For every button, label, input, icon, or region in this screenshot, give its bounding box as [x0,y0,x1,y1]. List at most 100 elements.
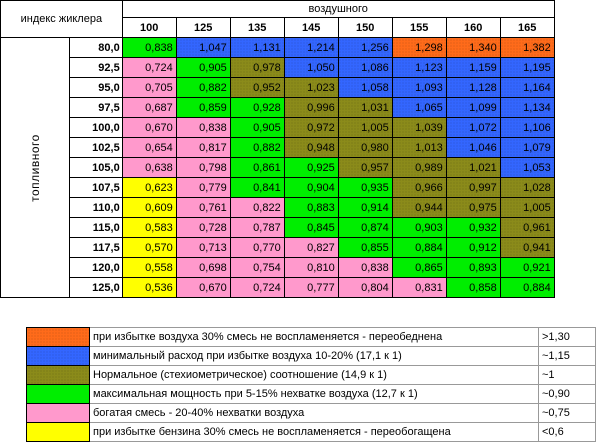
air-column-header: 135 [229,17,285,38]
ratio-cell: 0,827 [283,237,339,258]
legend-swatch [26,365,90,385]
ratio-cell: 1,134 [499,97,555,118]
ratio-cell: 1,013 [391,137,447,158]
legend-description: максимальная мощность при 5-15% нехватке… [89,384,539,404]
ratio-cell: 1,005 [337,117,393,138]
ratio-cell: 0,859 [175,97,231,118]
ratio-cell: 1,340 [445,37,501,58]
fuel-jet-title: топливного [0,37,70,298]
ratio-cell: 0,536 [121,277,177,298]
fuel-row-header: 125,0 [68,277,123,298]
air-column-header: 155 [391,17,447,38]
legend-description: минимальный расход при избытке воздуха 1… [89,346,539,366]
ratio-cell: 0,687 [121,97,177,118]
ratio-cell: 1,086 [337,57,393,78]
ratio-cell: 1,028 [499,177,555,198]
ratio-cell: 0,698 [175,257,231,278]
air-column-header: 125 [175,17,231,38]
legend-description: богатая смесь - 20-40% нехватки воздуха [89,403,539,423]
ratio-cell: 0,914 [337,197,393,218]
ratio-cell: 1,099 [445,97,501,118]
table-row: 97,5 0,687 0,859 0,928 0,996 1,031 1,065 1,099 1… [1,97,555,118]
ratio-cell: 0,952 [229,77,285,98]
ratio-cell: 0,838 [175,117,231,138]
ratio-cell: 1,256 [337,37,393,58]
ratio-cell: 0,957 [337,157,393,178]
legend-description: при избытке бензина 30% смесь не восплам… [89,422,539,442]
ratio-cell: 0,705 [121,77,177,98]
ratio-cell: 0,761 [175,197,231,218]
fuel-jet-title-text: топливного [27,133,42,202]
legend-item: максимальная мощность при 5-15% нехватке… [26,384,596,404]
ratio-cell: 0,858 [445,277,501,298]
ratio-cell: 0,728 [175,217,231,238]
fuel-row-header: 100,0 [68,117,123,138]
air-column-header: 165 [499,17,555,38]
ratio-cell: 1,050 [283,57,339,78]
air-column-header: 145 [283,17,339,38]
legend-item: богатая смесь - 20-40% нехватки воздуха ~… [26,403,596,423]
table-row: 95,0 0,705 0,882 0,952 1,023 1,058 1,093 1,128 1… [1,77,555,98]
ratio-cell: 0,884 [499,277,555,298]
fuel-row-header: 110,0 [68,197,123,218]
ratio-cell: 1,382 [499,37,555,58]
ratio-cell: 1,079 [499,137,555,158]
table-row: 100,0 0,670 0,838 0,905 0,972 1,005 1,039 1,072… [1,117,555,138]
table-row: 102,5 0,654 0,817 0,882 0,948 0,980 1,013 1,046… [1,137,555,158]
ratio-cell: 0,855 [337,237,393,258]
ratio-cell: 0,905 [175,57,231,78]
ratio-cell: 0,928 [229,97,285,118]
table-row: 115,0 0,583 0,728 0,787 0,845 0,874 0,903 0,932… [1,217,555,238]
ratio-cell: 0,609 [121,197,177,218]
ratio-cell: 0,724 [229,277,285,298]
legend-swatch [26,422,90,442]
ratio-cell: 0,838 [337,257,393,278]
fuel-row-header: 95,0 [68,77,123,98]
legend-ratio: >1,30 [538,327,596,347]
ratio-cell: 0,845 [283,217,339,238]
fuel-row-header: 105,0 [68,157,123,178]
ratio-cell: 0,838 [121,37,177,58]
legend-swatch [26,346,90,366]
ratio-cell: 1,195 [499,57,555,78]
ratio-cell: 0,798 [175,157,231,178]
legend-ratio: ~0,75 [538,403,596,423]
table-row: 125,0 0,536 0,670 0,724 0,777 0,804 0,831 0,858… [1,277,555,298]
ratio-cell: 0,882 [229,137,285,158]
ratio-cell: 0,966 [391,177,447,198]
ratio-cell: 0,822 [229,197,285,218]
ratio-cell: 0,925 [283,157,339,178]
legend-description: при избытке воздуха 30% смесь не восплам… [89,327,539,347]
ratio-cell: 0,787 [229,217,285,238]
fuel-row-header: 102,5 [68,137,123,158]
ratio-cell: 1,214 [283,37,339,58]
ratio-cell: 0,810 [283,257,339,278]
legend-ratio: ~1 [538,365,596,385]
ratio-cell: 0,670 [121,117,177,138]
legend-item: Нормальное (стехиометрическое) соотношен… [26,365,596,385]
ratio-cell: 0,996 [283,97,339,118]
ratio-cell: 1,058 [337,77,393,98]
ratio-cell: 0,903 [391,217,447,238]
legend-ratio: ~0,90 [538,384,596,404]
fuel-row-header: 92,5 [68,57,123,78]
legend-item: при избытке воздуха 30% смесь не восплам… [26,327,596,347]
ratio-cell: 0,804 [337,277,393,298]
ratio-cell: 0,932 [445,217,501,238]
legend: при избытке воздуха 30% смесь не восплам… [26,327,596,442]
ratio-cell: 0,623 [121,177,177,198]
ratio-cell: 0,893 [445,257,501,278]
ratio-cell: 0,941 [499,237,555,258]
jet-ratio-table: индекс жиклера воздушного 100 125 135 145 15… [0,0,555,298]
ratio-cell: 0,841 [229,177,285,198]
ratio-cell: 1,123 [391,57,447,78]
ratio-cell: 1,047 [175,37,231,58]
table-row: 117,5 0,570 0,713 0,770 0,827 0,855 0,884 0,912… [1,237,555,258]
corner-label: индекс жиклера [0,0,123,38]
fuel-row-header: 80,0 [68,37,123,58]
air-column-headers: 100 125 135 145 150 155 160 165 [1,17,555,38]
ratio-cell: 1,031 [337,97,393,118]
ratio-cell: 0,817 [175,137,231,158]
ratio-cell: 0,912 [445,237,501,258]
ratio-cell: 1,159 [445,57,501,78]
